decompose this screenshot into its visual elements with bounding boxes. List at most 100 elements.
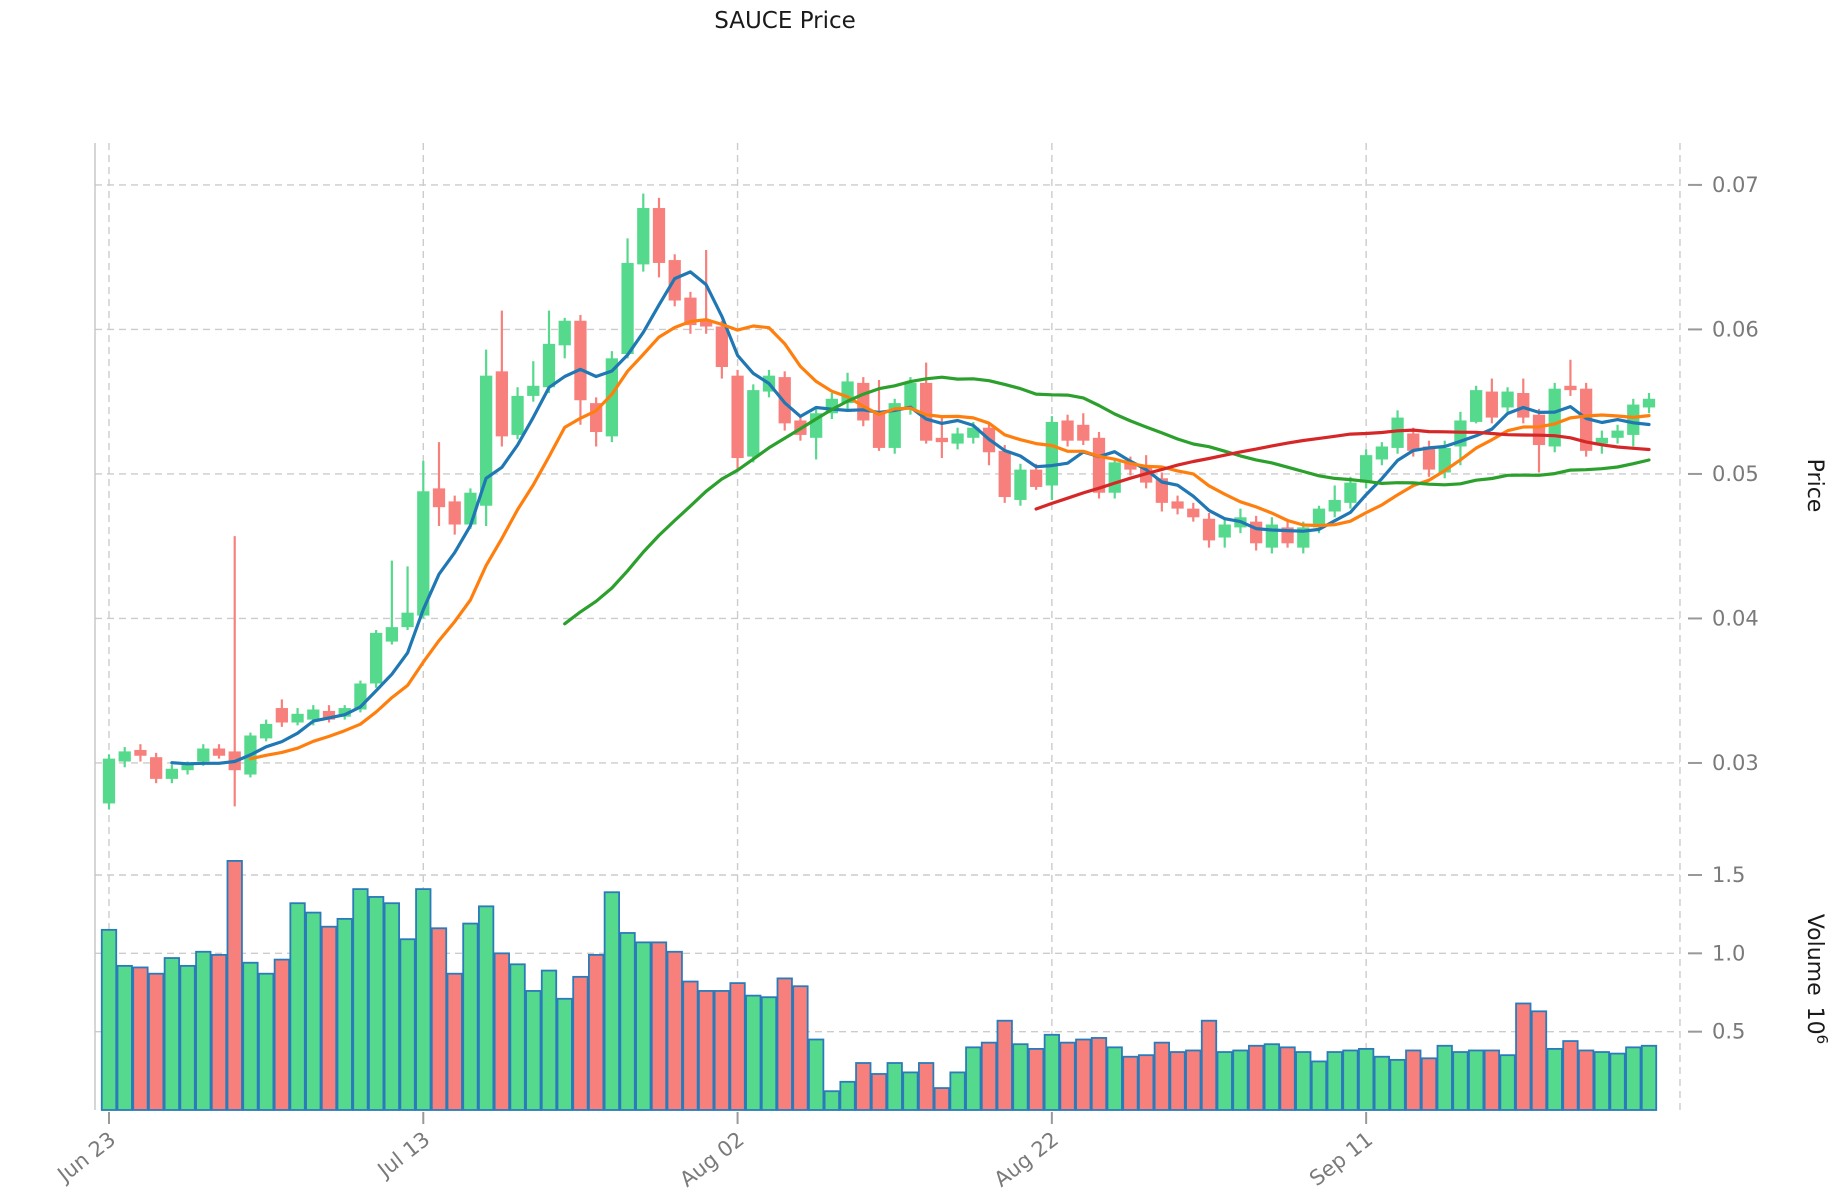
candle-body (260, 723, 273, 739)
volume-bar (352, 888, 369, 1111)
volume-bar (226, 860, 243, 1111)
volume-bar (1169, 1051, 1186, 1111)
volume-bar (1546, 1048, 1563, 1111)
volume-bar (760, 996, 778, 1111)
volume-bar (1310, 1060, 1328, 1111)
volume-bar (603, 891, 620, 1111)
volume-bar (273, 958, 290, 1111)
volume-bar (808, 1038, 825, 1111)
volume-bar (870, 1073, 888, 1111)
volume-bar (682, 980, 699, 1111)
candle-body (1265, 524, 1278, 548)
volume-bar (965, 1046, 982, 1111)
candle-body (1250, 521, 1263, 544)
candle-body (1485, 391, 1498, 418)
volume-bar (1436, 1044, 1453, 1111)
volume-bar (1499, 1054, 1516, 1111)
candle-body (197, 748, 210, 762)
volume-bar (368, 896, 385, 1111)
ma-line-sma5 (170, 270, 1651, 766)
candle-body (935, 437, 948, 443)
candle-body (1202, 518, 1216, 541)
candle-body (778, 377, 791, 424)
ma-line-sma60 (1034, 428, 1651, 511)
volume-bar (666, 950, 683, 1111)
x-tick-label: Sep 11 (1305, 1127, 1377, 1191)
volume-bar (1562, 1040, 1579, 1111)
candle-body (700, 320, 713, 327)
volume-bar (823, 1090, 840, 1111)
ma-line-sma30 (563, 375, 1651, 626)
x-tick-label: Aug 22 (990, 1127, 1063, 1192)
volume-bar (855, 1062, 872, 1111)
volume-bar (493, 952, 510, 1111)
volume-bar (163, 957, 180, 1111)
volume-bar (210, 954, 228, 1111)
volume-bar (305, 911, 322, 1111)
candle-body (181, 764, 194, 771)
volume-tick-label: 1.5 (1712, 863, 1745, 887)
candle-body (495, 371, 508, 437)
candle-body (401, 612, 414, 628)
volume-bar (1342, 1049, 1359, 1111)
candle-body (998, 450, 1011, 498)
candle-body (574, 320, 587, 401)
candle-body (1501, 391, 1514, 408)
volume-bar (556, 997, 573, 1111)
volume-bar (525, 990, 542, 1111)
volume-bar (902, 1071, 919, 1111)
candle-body (1124, 462, 1137, 470)
x-tick-label: Jun 23 (52, 1127, 121, 1188)
candle-body (951, 433, 964, 444)
volume-bar (572, 975, 589, 1111)
volume-bar (383, 902, 400, 1111)
candle-body (150, 757, 163, 779)
candle-body (715, 326, 728, 367)
volume-bar (745, 994, 762, 1111)
candle-body (1548, 388, 1561, 447)
volume-bar (1279, 1046, 1296, 1111)
candle-body (1030, 469, 1043, 487)
volume-bar (1248, 1044, 1265, 1111)
volume-bar (635, 941, 652, 1111)
gridlines (94, 143, 1681, 1110)
price-tick-label: 0.04 (1712, 606, 1759, 630)
candle-body (1045, 421, 1058, 486)
candle-body (621, 262, 634, 354)
candle-body (1532, 414, 1546, 446)
volume-bar (116, 964, 133, 1111)
volume-bar (148, 972, 165, 1111)
volume-bar (1593, 1051, 1610, 1111)
candle-body (731, 375, 744, 459)
candle-body (118, 751, 131, 762)
candle-body (370, 632, 383, 684)
volume-bar (776, 977, 793, 1111)
volume-bar (132, 966, 149, 1111)
candle-body (1391, 417, 1404, 448)
candle-body (605, 358, 618, 437)
volume-bar (1373, 1055, 1390, 1111)
volume-bar (1405, 1049, 1422, 1111)
volume-bar (729, 982, 746, 1111)
candle-body (920, 382, 933, 441)
volume-bar (1326, 1051, 1343, 1111)
candle-body (1595, 437, 1608, 444)
candle-body (291, 713, 304, 723)
price-axis: 0.03 0.04 0.05 0.06 0.07 Price (1688, 173, 1827, 775)
volume-bar (650, 941, 668, 1111)
candle-body (904, 382, 917, 409)
volume-bar (1232, 1049, 1249, 1111)
candle-body (322, 710, 336, 720)
candle-body (448, 501, 461, 525)
candle-body (307, 709, 320, 720)
x-tick-label: Jul 13 (372, 1127, 435, 1183)
price-tick-label: 0.07 (1712, 173, 1759, 197)
candle-body (134, 749, 147, 756)
volume-bar (1090, 1037, 1108, 1111)
candle-body (1077, 424, 1090, 441)
candle-body (1564, 385, 1577, 391)
volume-bar (933, 1087, 950, 1111)
candle-body (1187, 508, 1200, 518)
chart-title: SAUCE Price (714, 8, 856, 34)
volume-bar (399, 938, 416, 1111)
